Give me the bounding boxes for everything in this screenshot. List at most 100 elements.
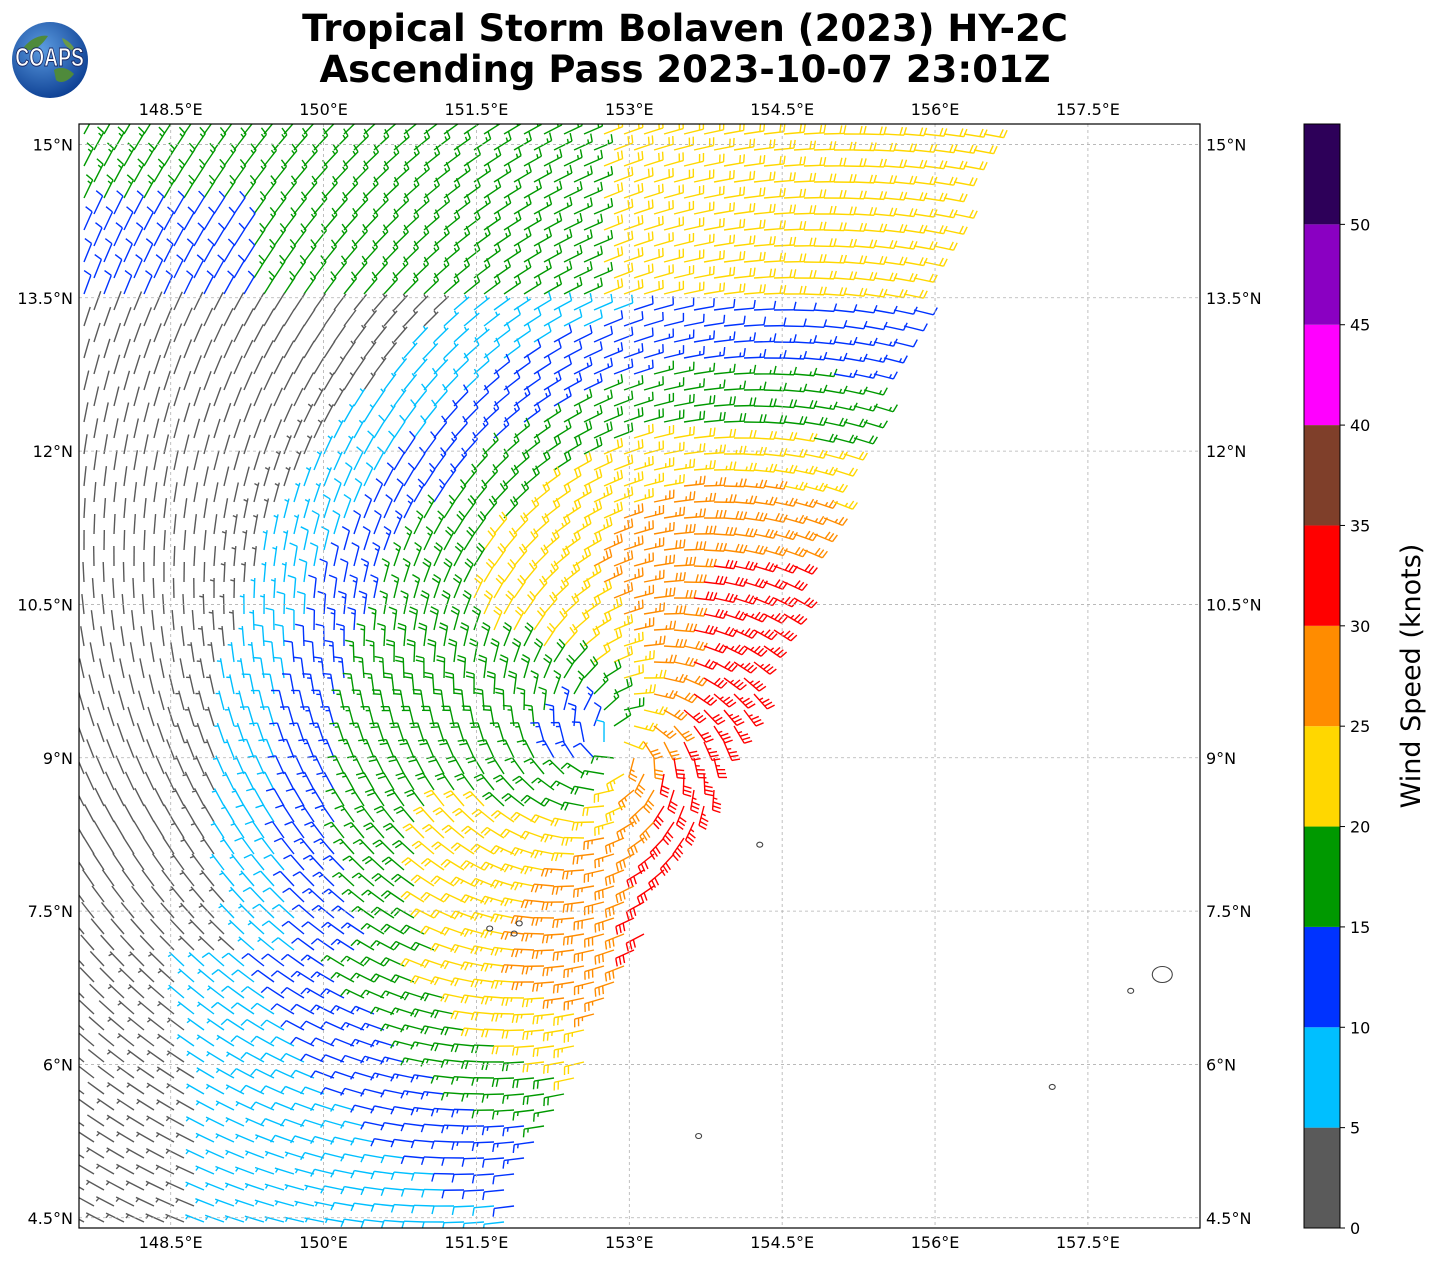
colorbar-tick-label: 15 xyxy=(1350,918,1370,937)
wind-barb xyxy=(803,482,828,492)
wind-barb xyxy=(429,606,439,631)
wind-barb xyxy=(325,788,345,807)
wind-barb xyxy=(613,390,634,407)
wind-barb xyxy=(461,1092,485,1102)
wind-barb xyxy=(330,938,355,951)
wind-barb xyxy=(883,191,908,201)
wind-barb xyxy=(603,565,623,583)
wind-barb xyxy=(116,722,125,743)
wind-barb xyxy=(783,156,807,167)
wind-barb xyxy=(105,1179,125,1191)
wind-barb xyxy=(633,391,654,407)
wind-barb xyxy=(423,310,439,327)
wind-barb xyxy=(112,577,115,599)
wind-barb xyxy=(233,323,244,343)
wind-barb xyxy=(393,325,408,343)
wind-barb xyxy=(823,222,847,232)
wind-barb xyxy=(400,1187,425,1197)
wind-barb xyxy=(493,480,509,503)
wind-barb xyxy=(482,1221,505,1228)
wind-barb xyxy=(521,997,545,1008)
wind-barb xyxy=(520,654,531,679)
wind-barb xyxy=(103,174,114,199)
wind-barb xyxy=(563,623,578,647)
wind-barb xyxy=(594,853,615,869)
wind-barb xyxy=(410,1008,435,1018)
wind-barb xyxy=(343,176,359,199)
wind-barb xyxy=(123,370,131,391)
wind-barb xyxy=(682,773,692,797)
lat-tick-label-left: 13.5°N xyxy=(17,289,73,308)
wind-barb xyxy=(793,237,817,247)
wind-barb xyxy=(521,965,545,975)
wind-barb xyxy=(390,1171,415,1181)
wind-barb xyxy=(323,467,332,487)
wind-barb xyxy=(353,356,366,375)
wind-barb xyxy=(331,905,355,919)
wind-barb xyxy=(873,207,898,217)
wind-barb xyxy=(119,934,135,951)
wind-barb xyxy=(523,243,542,263)
wind-barb xyxy=(110,918,125,935)
wind-barb xyxy=(195,690,205,711)
wind-barb xyxy=(743,381,767,391)
wind-barb xyxy=(215,1133,235,1143)
wind-barb xyxy=(238,870,255,887)
wind-barb xyxy=(79,760,85,775)
wind-barb xyxy=(283,466,291,487)
wind-barb xyxy=(203,530,207,551)
wind-barb xyxy=(437,738,455,759)
wind-barb xyxy=(408,606,419,631)
wind-barb xyxy=(913,176,938,186)
wind-barb xyxy=(623,279,644,295)
wind-barb xyxy=(493,131,512,151)
wind-barb xyxy=(420,891,445,903)
wind-barb xyxy=(103,124,111,135)
wind-barb xyxy=(103,402,109,423)
wind-barb xyxy=(490,638,500,663)
wind-barb xyxy=(903,289,928,299)
wind-barb xyxy=(633,584,655,599)
lat-tick-label-right: 4.5°N xyxy=(1206,1209,1251,1228)
wind-barb xyxy=(361,889,385,903)
wind-barb xyxy=(310,1070,335,1079)
wind-barb xyxy=(193,158,206,183)
wind-barb xyxy=(532,1013,555,1025)
wind-barb xyxy=(163,142,176,167)
wind-barb xyxy=(155,1164,175,1175)
wind-barb xyxy=(85,1212,105,1223)
wind-barb xyxy=(123,142,135,167)
wind-barb xyxy=(563,340,583,359)
wind-barb xyxy=(187,984,205,999)
wind-barb xyxy=(440,1026,465,1036)
wind-barb xyxy=(135,1164,155,1175)
wind-barb xyxy=(123,307,132,327)
wind-barb xyxy=(933,176,958,186)
wind-barb xyxy=(452,574,463,599)
wind-barb xyxy=(482,1189,505,1201)
wind-barb xyxy=(79,1056,85,1063)
wind-barb xyxy=(250,1002,275,1015)
wind-barb xyxy=(283,270,296,295)
colorbar-tick-label: 5 xyxy=(1350,1119,1360,1138)
wind-barb xyxy=(773,629,798,642)
wind-barb xyxy=(563,1029,585,1043)
wind-barb xyxy=(252,514,259,535)
wind-barb xyxy=(204,1214,225,1223)
wind-barb xyxy=(582,805,605,817)
wind-barb xyxy=(793,140,817,151)
wind-barb xyxy=(365,639,375,663)
wind-barb xyxy=(270,1036,295,1047)
wind-barb xyxy=(393,388,407,407)
wind-barb xyxy=(540,797,565,807)
wind-barb xyxy=(633,263,654,279)
wind-barb xyxy=(703,347,726,359)
wind-barb xyxy=(253,355,264,375)
wind-barb xyxy=(219,593,225,615)
wind-barb xyxy=(313,159,328,183)
wind-barb xyxy=(390,1106,415,1115)
wind-barb xyxy=(100,934,115,951)
wind-barb xyxy=(213,418,221,439)
wind-barb xyxy=(713,234,736,247)
wind-barb xyxy=(315,623,325,647)
